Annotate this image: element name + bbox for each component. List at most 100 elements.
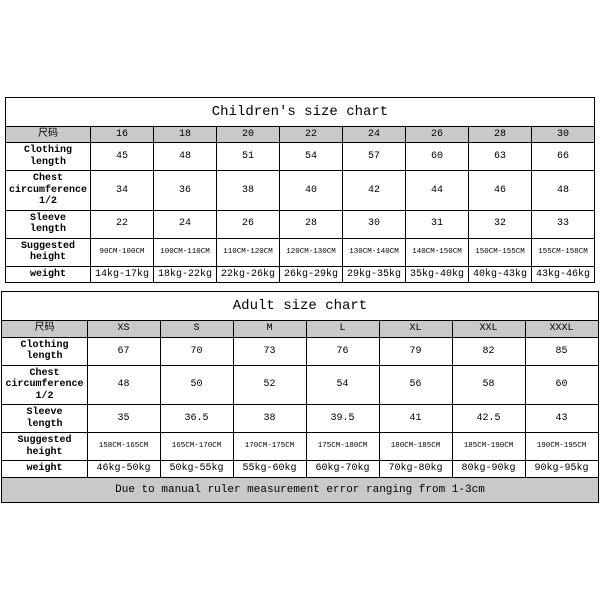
children-cell: 110CM-120CM	[217, 238, 280, 266]
adult-cell: 46kg-50kg	[87, 461, 160, 478]
adult-cell: 170CM-175CM	[233, 433, 306, 461]
adult-cell: 80kg-90kg	[452, 461, 525, 478]
children-header-row: 尺码 16 18 20 22 24 26 28 30	[5, 126, 594, 143]
adult-cell: 90kg-95kg	[525, 461, 598, 478]
children-size-col: 30	[532, 126, 595, 143]
children-row: Suggestedheight90CM-100CM100CM-110CM110C…	[5, 238, 594, 266]
adult-chart-title: Adult size chart	[2, 292, 598, 321]
adult-cell: 38	[233, 405, 306, 433]
adult-row: Suggestedheight158CM-165CM165CM-170CM170…	[2, 433, 598, 461]
adult-cell: 39.5	[306, 405, 379, 433]
adult-cell: 82	[452, 337, 525, 365]
adult-cell: 60	[525, 365, 598, 405]
adult-cell: 67	[87, 337, 160, 365]
adult-size-col: XL	[379, 321, 452, 338]
children-cell: 100CM-110CM	[154, 238, 217, 266]
children-cell: 51	[217, 143, 280, 171]
adult-cell: 165CM-170CM	[160, 433, 233, 461]
adult-cell: 85	[525, 337, 598, 365]
adult-cell: 185CM-190CM	[452, 433, 525, 461]
children-cell: 26kg-29kg	[280, 266, 343, 283]
children-cell: 46	[469, 171, 532, 211]
adult-row-label: Clothinglength	[2, 337, 87, 365]
children-cell: 57	[343, 143, 406, 171]
adult-row: Sleevelength3536.53839.54142.543	[2, 405, 598, 433]
adult-cell: 58	[452, 365, 525, 405]
children-row-label: Chestcircumference1/2	[5, 171, 90, 211]
children-cell: 18kg-22kg	[154, 266, 217, 283]
children-cell: 60	[406, 143, 469, 171]
children-row: Clothinglength4548515457606366	[5, 143, 594, 171]
children-cell: 155CM-158CM	[532, 238, 595, 266]
children-row-label: Clothinglength	[5, 143, 90, 171]
adult-cell: 52	[233, 365, 306, 405]
adult-cell: 54	[306, 365, 379, 405]
children-row-label: Sleevelength	[5, 210, 90, 238]
adult-cell: 35	[87, 405, 160, 433]
adult-row-label: Suggestedheight	[2, 433, 87, 461]
adult-row-label: weight	[2, 461, 87, 478]
children-size-col: 24	[343, 126, 406, 143]
adult-size-col: XXL	[452, 321, 525, 338]
adult-cell: 55kg-60kg	[233, 461, 306, 478]
adult-size-col: S	[160, 321, 233, 338]
children-cell: 30	[343, 210, 406, 238]
children-row-label: weight	[5, 266, 90, 283]
adult-cell: 190CM-195CM	[525, 433, 598, 461]
adult-cell: 42.5	[452, 405, 525, 433]
children-row: Chestcircumference1/23436384042444648	[5, 171, 594, 211]
adult-cell: 56	[379, 365, 452, 405]
children-cell: 40kg-43kg	[469, 266, 532, 283]
adult-row-label: Chestcircumference1/2	[2, 365, 87, 405]
children-cell: 32	[469, 210, 532, 238]
adult-header-row: 尺码 XS S M L XL XXL XXXL	[2, 321, 598, 338]
adult-cell: 70kg-80kg	[379, 461, 452, 478]
children-cell: 14kg-17kg	[91, 266, 154, 283]
children-rowlabel-header: 尺码	[5, 126, 90, 143]
children-row-label: Suggestedheight	[5, 238, 90, 266]
children-cell: 22	[91, 210, 154, 238]
children-cell: 29kg-35kg	[343, 266, 406, 283]
adult-rowlabel-header: 尺码	[2, 321, 87, 338]
children-cell: 48	[154, 143, 217, 171]
adult-cell: 76	[306, 337, 379, 365]
children-cell: 35kg-40kg	[406, 266, 469, 283]
children-cell: 40	[280, 171, 343, 211]
children-cell: 54	[280, 143, 343, 171]
children-cell: 120CM-130CM	[280, 238, 343, 266]
adult-cell: 36.5	[160, 405, 233, 433]
adult-cell: 43	[525, 405, 598, 433]
children-row: weight14kg-17kg18kg-22kg22kg-26kg26kg-29…	[5, 266, 594, 283]
children-cell: 24	[154, 210, 217, 238]
measurement-note-row: Due to manual ruler measurement error ra…	[2, 477, 598, 503]
adult-cell: 175CM-180CM	[306, 433, 379, 461]
children-cell: 48	[532, 171, 595, 211]
children-row: Sleevelength2224262830313233	[5, 210, 594, 238]
children-cell: 130CM-140CM	[343, 238, 406, 266]
children-cell: 44	[406, 171, 469, 211]
adult-size-col: XXXL	[525, 321, 598, 338]
children-size-col: 28	[469, 126, 532, 143]
children-cell: 42	[343, 171, 406, 211]
children-cell: 26	[217, 210, 280, 238]
adult-size-chart: Adult size chart 尺码 XS S M L XL XXL XXXL…	[1, 291, 598, 503]
adult-cell: 158CM-165CM	[87, 433, 160, 461]
adult-size-col: M	[233, 321, 306, 338]
children-cell: 63	[469, 143, 532, 171]
adult-row: weight46kg-50kg50kg-55kg55kg-60kg60kg-70…	[2, 461, 598, 478]
children-size-col: 26	[406, 126, 469, 143]
adult-cell: 70	[160, 337, 233, 365]
children-cell: 90CM-100CM	[91, 238, 154, 266]
children-cell: 45	[91, 143, 154, 171]
adult-cell: 60kg-70kg	[306, 461, 379, 478]
children-cell: 33	[532, 210, 595, 238]
adult-cell: 50	[160, 365, 233, 405]
adult-size-col: L	[306, 321, 379, 338]
children-size-col: 22	[280, 126, 343, 143]
adult-cell: 50kg-55kg	[160, 461, 233, 478]
adult-row-label: Sleevelength	[2, 405, 87, 433]
adult-cell: 180CM-185CM	[379, 433, 452, 461]
children-cell: 36	[154, 171, 217, 211]
children-chart-title: Children's size chart	[5, 97, 594, 126]
children-size-col: 16	[91, 126, 154, 143]
